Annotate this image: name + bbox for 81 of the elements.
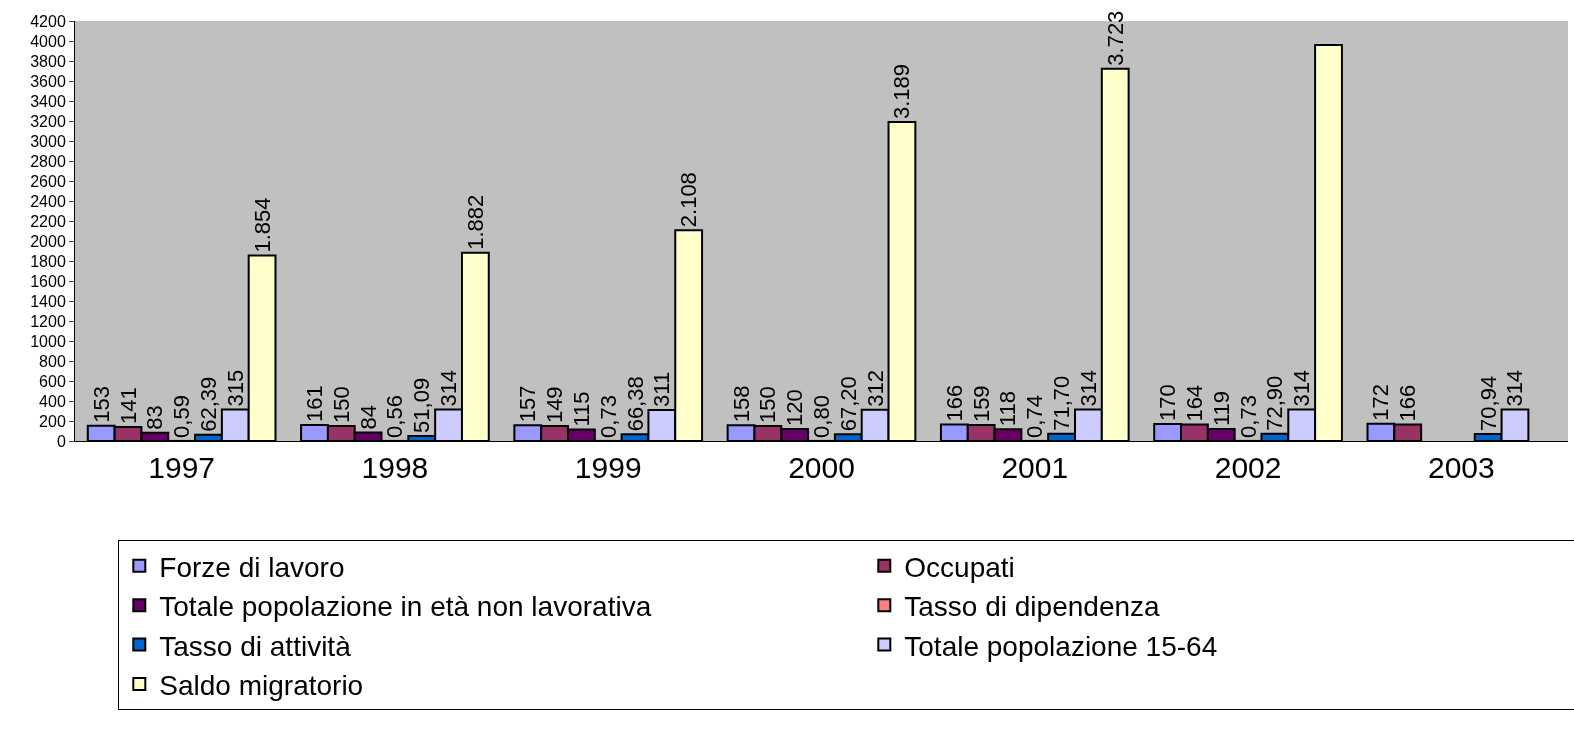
data-label: 3.723	[1102, 10, 1128, 66]
x-tick-label: 1998	[361, 451, 429, 484]
y-tick-label: 1200	[30, 312, 66, 330]
y-tick-label: 1400	[30, 292, 66, 310]
data-label: 83	[142, 405, 168, 430]
y-tick-label: 0	[56, 432, 66, 450]
x-tick-label: 2002	[1214, 451, 1282, 484]
data-label: 161	[301, 385, 327, 422]
data-label: 172	[1368, 384, 1394, 421]
y-tick-label: 2800	[30, 152, 66, 170]
data-label: 51,09	[409, 377, 435, 433]
data-label: 67,20	[835, 376, 861, 432]
y-tick-label: 3000	[30, 132, 66, 150]
y-tick-label: 4200	[30, 12, 66, 30]
data-label: 311	[649, 371, 675, 407]
legend-label: Totale popolazione 15-64	[904, 630, 1218, 662]
data-label: 314	[1502, 369, 1528, 407]
data-label: 166	[1395, 384, 1421, 422]
data-label: 150	[755, 386, 781, 423]
data-label: 314	[436, 369, 462, 407]
data-label: 315	[222, 369, 248, 407]
data-label: 118	[995, 391, 1021, 427]
y-tick-label: 3400	[30, 92, 66, 110]
data-label: 62,39	[195, 376, 221, 432]
y-tick-label: 200	[39, 412, 66, 430]
y-tick-label: 3800	[30, 52, 66, 70]
data-label: 3.189	[889, 64, 915, 120]
x-tick-label: 2003	[1427, 451, 1495, 484]
data-label: 1.854	[249, 197, 275, 253]
x-tick-label: 2000	[788, 451, 855, 484]
y-tick-label: 2200	[30, 212, 66, 230]
data-label: 158	[728, 385, 754, 423]
x-tick-label: 1997	[148, 451, 216, 484]
legend-label: Forze di lavoro	[159, 551, 345, 583]
legend-label: Saldo migratorio	[159, 669, 364, 701]
data-label: 72,90	[1262, 375, 1288, 431]
data-label: 157	[515, 385, 541, 423]
y-tick-label: 2000	[30, 232, 66, 250]
data-label: 150	[328, 386, 354, 423]
data-label: 119	[1208, 391, 1234, 427]
y-tick-label: 1000	[30, 332, 66, 350]
data-label: 312	[862, 370, 888, 407]
data-label: 115	[568, 391, 594, 427]
y-tick-label: 2600	[30, 172, 66, 190]
data-label: 1.882	[462, 194, 488, 250]
data-label: 141	[115, 387, 141, 424]
legend-label: Occupati	[904, 551, 1015, 583]
data-label: 0,73	[1235, 395, 1261, 438]
data-label: 159	[968, 385, 994, 423]
data-label: 70,94	[1475, 375, 1501, 431]
data-label: 170	[1155, 384, 1181, 421]
y-tick-label: 600	[39, 372, 66, 390]
y-tick-label: 1800	[30, 252, 66, 270]
legend-label: Tasso di dipendenza	[904, 591, 1161, 623]
legend-label: Totale popolazione in età non lavorativa	[159, 591, 652, 623]
data-label: 84	[355, 405, 381, 430]
y-tick-label: 3600	[30, 72, 66, 90]
data-label: 166	[941, 384, 967, 422]
data-label: 0,59	[169, 395, 195, 438]
x-tick-label: 1999	[574, 451, 642, 484]
data-label: 153	[88, 385, 114, 423]
x-tick-label: 2001	[1001, 451, 1069, 484]
data-label: 66,38	[622, 376, 648, 432]
y-tick-label: 3200	[30, 112, 66, 130]
y-tick-label: 1600	[30, 272, 66, 290]
y-tick-label: 2400	[30, 192, 66, 210]
data-label: 164	[1181, 384, 1207, 422]
data-label: 2.108	[676, 172, 702, 228]
legend-label: Tasso di attività	[159, 630, 352, 662]
data-label: 0,73	[595, 395, 621, 438]
data-label: 120	[782, 389, 808, 426]
data-label: 0,80	[809, 395, 834, 438]
data-label: 71,70	[1049, 375, 1075, 431]
y-tick-label: 800	[39, 352, 66, 370]
data-label: 0,56	[382, 395, 408, 438]
data-label: 314	[1289, 369, 1315, 407]
data-label: 149	[542, 386, 568, 424]
y-tick-label: 4000	[30, 32, 66, 50]
data-label: 314	[1075, 369, 1101, 407]
y-tick-label: 400	[39, 392, 66, 410]
data-label: 0,74	[1022, 395, 1048, 438]
